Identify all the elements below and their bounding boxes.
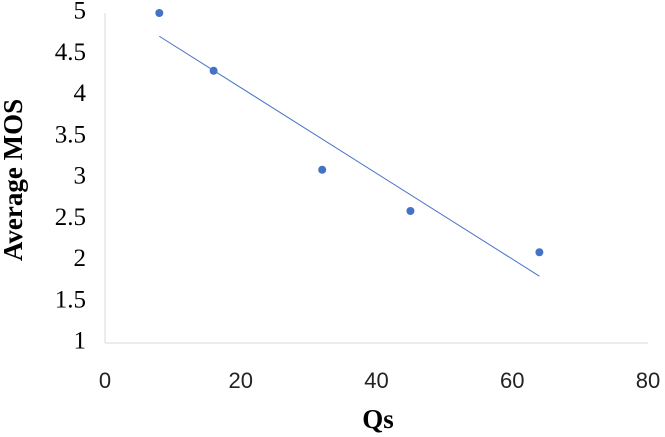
x-tick-label: 80 — [636, 368, 660, 393]
y-axis-title: Average MOS — [0, 99, 28, 261]
trendline — [159, 35, 540, 277]
point — [209, 66, 218, 75]
y-tick-label: 3 — [74, 163, 87, 190]
x-tick-label: 60 — [500, 368, 524, 393]
point — [318, 165, 327, 174]
point — [155, 9, 164, 17]
y-tick-label: 2 — [74, 245, 87, 272]
y-tick-label: 2.5 — [55, 204, 86, 231]
x-tick-label: 40 — [364, 368, 388, 393]
point — [535, 248, 544, 257]
y-tick-label: 5 — [74, 0, 87, 25]
x-axis-title: Qs — [362, 404, 394, 434]
y-tick-label: 4 — [74, 80, 87, 107]
y-tick-label: 1 — [74, 328, 87, 355]
x-tick-label: 20 — [229, 368, 253, 393]
x-tick-label: 0 — [99, 368, 111, 393]
y-tick-label: 3.5 — [55, 121, 86, 148]
point — [406, 207, 415, 215]
y-tick-label: 4.5 — [55, 39, 86, 66]
y-tick-label: 1.5 — [55, 286, 86, 313]
